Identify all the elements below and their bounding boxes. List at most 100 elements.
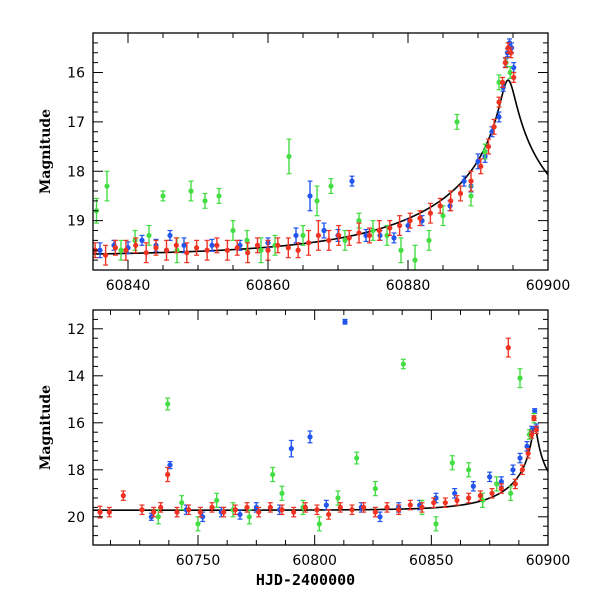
data-point xyxy=(511,74,517,81)
data-point xyxy=(487,474,493,480)
data-point xyxy=(237,511,243,518)
data-point xyxy=(202,198,208,204)
data-point xyxy=(173,242,179,248)
data-point xyxy=(120,493,126,499)
y-tick-label: 14 xyxy=(67,369,85,385)
data-point xyxy=(457,190,464,197)
panel-2: 60750 60800 60850 60900 12 14 16 18 20 Magnitude H… xyxy=(38,309,571,589)
data-point xyxy=(377,514,383,520)
data-point xyxy=(133,242,139,248)
data-point xyxy=(346,235,352,241)
data-point xyxy=(326,237,332,243)
data-point xyxy=(398,247,404,253)
data-point xyxy=(155,514,161,520)
y-tick-label: 20 xyxy=(67,510,85,526)
data-point xyxy=(478,163,484,169)
data-point xyxy=(442,500,448,506)
data-point xyxy=(323,502,329,508)
data-point xyxy=(485,143,492,150)
data-point xyxy=(517,455,523,461)
data-point xyxy=(275,242,281,248)
data-point xyxy=(256,509,262,515)
data-point xyxy=(405,222,411,229)
data-point xyxy=(511,64,517,71)
x-tick-label: 60750 xyxy=(176,553,221,569)
data-point xyxy=(489,490,495,496)
data-point xyxy=(181,242,187,248)
data-point xyxy=(267,504,273,510)
data-point xyxy=(454,497,460,503)
data-point xyxy=(372,509,378,515)
data-point xyxy=(254,242,261,248)
data-point xyxy=(499,79,506,85)
data-point xyxy=(151,509,157,515)
data-point xyxy=(387,225,393,231)
data-point xyxy=(376,227,382,234)
data-point xyxy=(494,481,500,487)
data-point xyxy=(505,345,511,351)
data-point xyxy=(342,319,348,325)
data-point xyxy=(337,504,343,510)
data-point xyxy=(230,227,236,234)
data-point xyxy=(293,232,299,239)
y-tick-label: 16 xyxy=(67,66,85,82)
data-point xyxy=(466,467,472,473)
data-point xyxy=(314,507,320,513)
data-point xyxy=(326,511,332,518)
plot-area xyxy=(93,38,548,270)
data-point xyxy=(468,178,474,184)
data-point xyxy=(123,247,129,253)
data-point xyxy=(426,237,432,243)
data-point xyxy=(258,247,264,253)
data-point xyxy=(194,245,200,251)
data-point xyxy=(104,183,110,189)
data-point xyxy=(508,50,514,56)
data-point xyxy=(498,486,504,492)
data-point xyxy=(112,245,118,251)
data-point xyxy=(449,460,455,466)
data-point xyxy=(285,245,291,251)
data-point xyxy=(265,247,271,253)
data-point xyxy=(525,450,531,456)
data-point xyxy=(165,401,171,407)
data-point xyxy=(232,507,238,513)
data-point xyxy=(370,227,376,234)
data-point xyxy=(103,252,109,258)
data-point xyxy=(524,443,530,449)
series-1 xyxy=(97,38,517,259)
data-point xyxy=(97,247,103,253)
x-tick-label: 60840 xyxy=(106,278,151,294)
data-point xyxy=(510,467,516,473)
data-point xyxy=(508,490,514,496)
data-point xyxy=(372,486,378,492)
x-tick-label: 60880 xyxy=(386,278,431,294)
data-point xyxy=(433,521,439,527)
data-point xyxy=(209,504,215,510)
data-point xyxy=(396,507,402,513)
data-point xyxy=(498,478,504,485)
data-point xyxy=(214,242,220,248)
y-tick-label: 18 xyxy=(67,463,85,479)
data-point xyxy=(139,237,145,243)
data-point xyxy=(244,504,250,510)
model-curve xyxy=(93,79,548,255)
data-point xyxy=(307,193,313,199)
data-point xyxy=(316,521,322,527)
y-axis-label: Magnitude xyxy=(38,109,54,194)
data-point xyxy=(482,148,488,155)
data-point xyxy=(158,504,164,510)
data-point xyxy=(197,509,203,515)
data-point xyxy=(496,114,502,120)
data-point xyxy=(146,232,152,239)
data-point xyxy=(512,481,518,487)
data-point xyxy=(354,455,360,461)
data-point xyxy=(179,500,185,506)
x-tick-label: 60900 xyxy=(526,553,571,569)
data-point xyxy=(519,467,525,473)
data-point xyxy=(221,509,227,515)
data-point xyxy=(349,507,355,513)
data-point xyxy=(245,250,251,256)
data-point xyxy=(477,493,483,499)
data-point xyxy=(279,490,285,496)
